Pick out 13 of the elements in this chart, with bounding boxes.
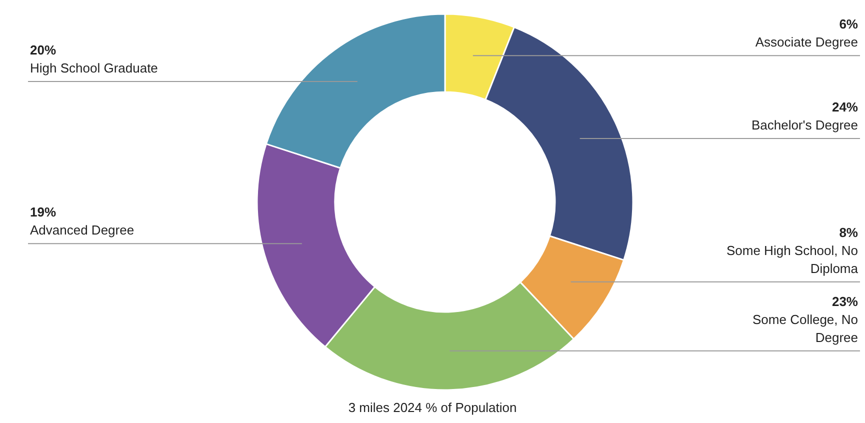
data-label: 23% bbox=[832, 294, 858, 309]
slice-label: High School Graduate bbox=[30, 60, 158, 76]
slice-label: Associate Degree bbox=[755, 34, 858, 50]
data-label: 8% bbox=[839, 224, 858, 240]
data-label: 20% bbox=[30, 42, 56, 58]
slice-label: Some High School, No Diploma bbox=[726, 242, 859, 276]
data-label: 6% bbox=[839, 16, 858, 32]
data-label: 24% bbox=[832, 100, 858, 115]
data-label: 19% bbox=[30, 204, 56, 220]
slice-label: Bachelor's Degree bbox=[751, 118, 858, 133]
slice-label: Advanced Degree bbox=[30, 222, 134, 238]
text: 3 miles 2024 % of Population bbox=[348, 400, 517, 415]
slice-label: Some College, No Degree bbox=[752, 312, 858, 345]
